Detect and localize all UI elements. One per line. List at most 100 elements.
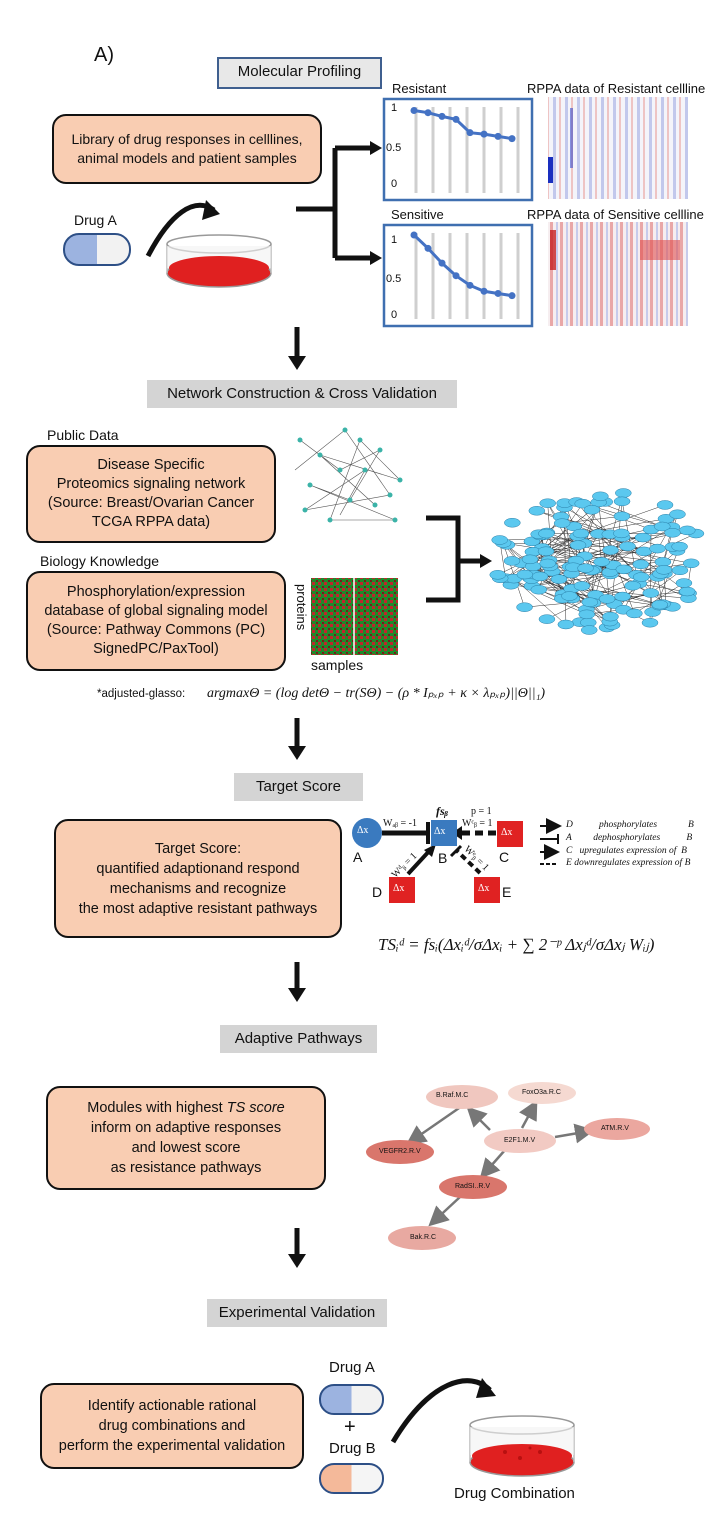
node-e-label: E bbox=[502, 884, 512, 900]
adaptive-line-2: inform on adaptive responses bbox=[90, 1120, 282, 1136]
drug-a-pill-icon-2 bbox=[319, 1384, 384, 1415]
node-d-text: Δx bbox=[393, 883, 405, 894]
pathway-node-atm bbox=[584, 1118, 650, 1140]
resistant-chart-frame bbox=[382, 97, 534, 202]
section-header-network: Network Construction & Cross Validation bbox=[147, 380, 457, 408]
heatmap-y-label: proteins bbox=[294, 584, 309, 631]
adaptive-line-3: and lowest score bbox=[131, 1140, 241, 1156]
edge-wcb: Wᶜᵦ = 1 bbox=[462, 818, 493, 829]
node-c-text: Δx bbox=[501, 827, 513, 838]
bio-line-4: SignedPC/PaxTool) bbox=[93, 641, 219, 657]
validation-drug-b-label: Drug B bbox=[329, 1440, 376, 1457]
section-header-profiling: Molecular Profiling bbox=[217, 57, 382, 89]
legend-3: C upregulates expression of B bbox=[566, 846, 687, 856]
target-score-box: Target Score: quantified adaptionand res… bbox=[54, 819, 342, 938]
sensitive-point bbox=[452, 272, 460, 280]
drug-combination-label: Drug Combination bbox=[454, 1485, 575, 1502]
rppa-resistant-title: RPPA data of Resistant cellline bbox=[527, 81, 706, 96]
pathway-label-vegfr2: VEGFR2.R.V bbox=[379, 1148, 421, 1155]
library-line-2: animal models and patient samples bbox=[77, 150, 297, 166]
sensitive-title: Sensitive bbox=[391, 207, 444, 222]
pathway-label-e2f1: E2F1.M.V bbox=[504, 1137, 536, 1144]
node-b-label: B bbox=[438, 850, 448, 866]
pathway-label-foxo3a: FoxO3a.R.C bbox=[522, 1089, 561, 1096]
edge-p: p = 1 bbox=[471, 806, 492, 817]
resistant-point bbox=[424, 109, 432, 117]
section-header-target: Target Score bbox=[234, 773, 363, 801]
pathway-node-radsi bbox=[439, 1175, 507, 1199]
validation-box: Identify actionable rational drug combin… bbox=[40, 1383, 304, 1469]
target-line-4: the most adaptive resistant pathways bbox=[78, 900, 318, 917]
pathway-label-braf: B.Raf.M.C bbox=[436, 1092, 469, 1099]
public-line-2: Proteomics signaling network bbox=[56, 476, 246, 492]
sen-tick-1: 1 bbox=[391, 234, 398, 246]
drug-a-pill-icon bbox=[63, 233, 131, 266]
resistant-point bbox=[494, 132, 502, 140]
library-line-1: Library of drug responses in celllines, bbox=[71, 131, 303, 147]
legend-4: E downregulates expression of B bbox=[566, 858, 691, 868]
node-a bbox=[352, 818, 382, 848]
node-a-text: Δx bbox=[357, 825, 369, 836]
target-line-3: mechanisms and recognize bbox=[109, 880, 287, 897]
drug-a-label: Drug A bbox=[74, 212, 117, 228]
biology-label: Biology Knowledge bbox=[40, 553, 160, 569]
rppa-sensitive-title: RPPA data of Sensitive cellline bbox=[527, 207, 704, 222]
ts-score-emphasis: TS score bbox=[226, 1100, 285, 1116]
pathway-label-atm: ATM.R.V bbox=[601, 1125, 629, 1132]
node-e-text: Δx bbox=[478, 883, 490, 894]
res-tick-1: 1 bbox=[391, 102, 398, 114]
bio-line-1: Phosphorylation/expression bbox=[66, 584, 246, 600]
resistant-point bbox=[480, 130, 488, 138]
res-tick-0: 0 bbox=[391, 178, 398, 190]
sensitive-point bbox=[508, 292, 516, 300]
section-header-adaptive: Adaptive Pathways bbox=[220, 1025, 377, 1053]
node-c bbox=[497, 821, 523, 847]
resistant-point bbox=[438, 112, 446, 120]
adaptive-box: Modules with highest TS score inform on … bbox=[46, 1086, 326, 1190]
pathway-label-bak: Bak.R.C bbox=[410, 1234, 437, 1241]
resistant-point bbox=[452, 115, 460, 123]
public-network-icon bbox=[294, 429, 401, 521]
resistant-point bbox=[410, 106, 418, 114]
bio-line-2: database of global signaling model bbox=[44, 603, 268, 619]
rppa-resistant-heatmap bbox=[548, 97, 688, 199]
global-network-icon bbox=[489, 488, 705, 635]
adaptive-line-1: Modules with highest TS score bbox=[87, 1100, 285, 1116]
sen-tick-0: 0 bbox=[391, 309, 398, 321]
res-tick-05: 0.5 bbox=[386, 142, 402, 154]
validation-line-3: perform the experimental validation bbox=[58, 1438, 286, 1454]
pathway-node-foxo3a bbox=[508, 1082, 576, 1104]
sen-tick-05: 0.5 bbox=[386, 273, 402, 285]
public-line-4: TCGA RPPA data) bbox=[91, 514, 211, 530]
adaptive-line-4: as resistance pathways bbox=[110, 1160, 262, 1176]
legend-2: A dephosphorylates B bbox=[566, 833, 693, 843]
pathway-label-radsi: RadSI..R.V bbox=[455, 1183, 491, 1190]
edge-wab: Wₐᵦ = -1 bbox=[383, 818, 417, 829]
validation-line-2: drug combinations and bbox=[98, 1418, 246, 1434]
node-b-text: Δx bbox=[434, 826, 446, 837]
target-line-2: quantified adaptionand respond bbox=[96, 860, 300, 877]
biology-box: Phosphorylation/expression database of g… bbox=[26, 571, 286, 671]
sensitive-point bbox=[480, 287, 488, 295]
edge-fs: fsᵦ bbox=[436, 804, 449, 818]
public-data-box: Disease Specific Proteomics signaling ne… bbox=[26, 445, 276, 543]
resistant-point bbox=[508, 135, 516, 143]
resistant-point bbox=[466, 129, 474, 137]
node-d bbox=[389, 877, 415, 903]
sensitive-point bbox=[466, 281, 474, 289]
pathway-node-vegfr2 bbox=[366, 1140, 434, 1164]
pathway-node-e2f1 bbox=[484, 1129, 556, 1153]
sensitive-point bbox=[494, 289, 502, 297]
node-d-label: D bbox=[372, 884, 383, 900]
node-a-label: A bbox=[353, 849, 363, 865]
sensitive-point bbox=[410, 231, 418, 239]
pathway-node-braf bbox=[426, 1085, 498, 1109]
node-e bbox=[474, 877, 500, 903]
node-c-label: C bbox=[499, 849, 510, 865]
resistant-title: Resistant bbox=[392, 81, 447, 96]
public-line-3: (Source: Breast/Ovarian Cancer bbox=[47, 495, 255, 511]
public-data-label: Public Data bbox=[47, 427, 119, 443]
public-line-1: Disease Specific bbox=[97, 457, 205, 473]
ts-formula: TSᵢᵈ = fsᵢ(Δxᵢᵈ/σΔxᵢ + ∑ 2⁻ᵖ Δxⱼᵈ/σΔxⱼ W… bbox=[378, 935, 655, 954]
